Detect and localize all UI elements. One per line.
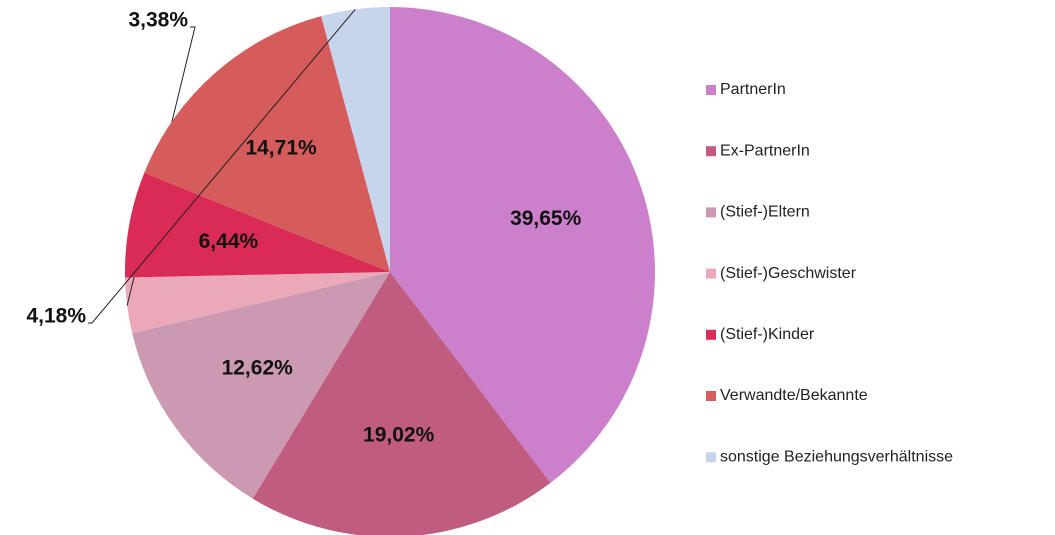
pie-slice	[390, 7, 656, 483]
legend-swatch	[706, 391, 716, 401]
legend-label: Ex-PartnerIn	[720, 142, 810, 159]
data-label: 6,44%	[199, 230, 259, 253]
legend-swatch	[706, 146, 716, 157]
leader-line	[88, 8, 356, 324]
legend-swatch	[706, 452, 716, 463]
pie-slice	[144, 16, 390, 273]
legend-swatch	[706, 329, 716, 340]
legend-label: sonstige Beziehungsverhältnisse	[720, 448, 953, 465]
data-label: 4,18%	[26, 305, 86, 328]
data-label: 14,71%	[245, 137, 317, 160]
data-label: 12,62%	[222, 356, 294, 379]
legend-label: (Stief-)Kinder	[720, 326, 815, 343]
data-label: 3,38%	[128, 9, 188, 32]
pie-slice	[125, 272, 391, 334]
data-label: 39,65%	[510, 207, 582, 230]
legend-swatch	[706, 268, 716, 279]
pie-slice	[321, 7, 390, 272]
legend-label: Verwandte/Bekannte	[720, 387, 868, 404]
legend-swatch	[706, 85, 716, 95]
legend-label: (Stief-)Geschwister	[720, 265, 857, 282]
legend-label: (Stief-)Eltern	[720, 204, 810, 221]
data-label: 19,02%	[363, 424, 435, 447]
legend-label: PartnerIn	[720, 81, 786, 98]
pie-slice	[132, 272, 391, 499]
pie-slice	[124, 172, 390, 278]
legend-swatch	[706, 207, 716, 218]
pie-slice	[252, 272, 551, 535]
